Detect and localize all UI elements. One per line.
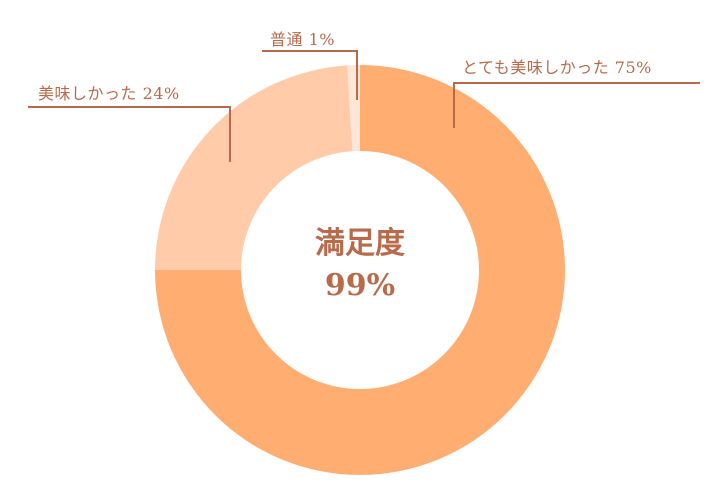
- slice-1: [155, 65, 353, 271]
- center-label: 満足度 99%: [260, 225, 460, 305]
- label-tasty: 美味しかった 24%: [38, 84, 180, 103]
- slice-0: [155, 65, 565, 475]
- leader-line-very-tasty: [453, 82, 700, 128]
- label-normal: 普通 1%: [270, 30, 335, 49]
- satisfaction-value: 99%: [324, 268, 396, 303]
- leader-line-tasty: [28, 106, 231, 162]
- leader-line-normal: [262, 50, 358, 100]
- satisfaction-title: 満足度: [315, 226, 405, 261]
- label-very-tasty: とても美味しかった 75%: [462, 58, 652, 77]
- donut-slices: [155, 65, 565, 475]
- leader-lines: [28, 50, 700, 162]
